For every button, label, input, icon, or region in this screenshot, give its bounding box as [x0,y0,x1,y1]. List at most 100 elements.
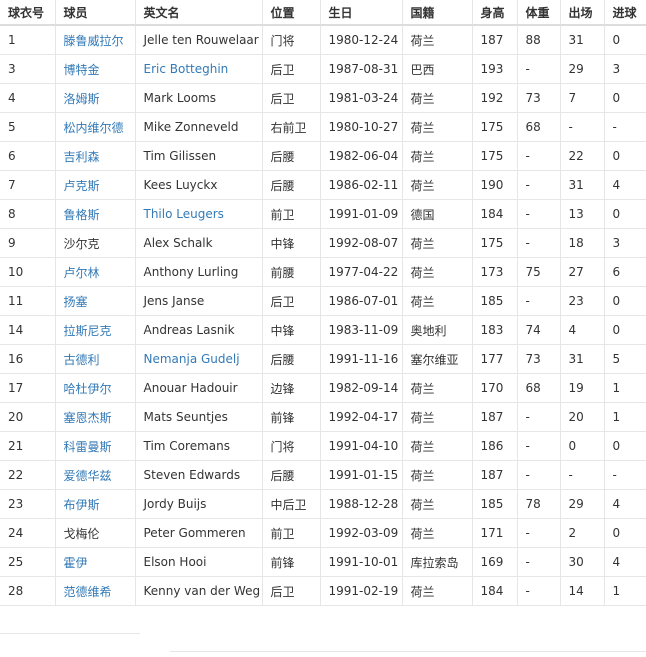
cell: 175 [472,112,518,142]
link[interactable]: 鲁格斯 [63,207,100,222]
cell-text: Andreas Lasnik [143,323,235,337]
link[interactable]: 布伊斯 [63,497,100,512]
cell-text: 175 [480,149,504,163]
header-cell: 体重 [517,0,561,26]
cell-text: 巴西 [410,62,435,77]
cell-text: 后腰 [270,468,295,483]
cell-text: 荷兰 [410,381,435,396]
table-row: 21 科雷曼斯 Tim Coremans 门将 1991-04-10 荷兰 186 - 0 0 [0,431,646,461]
cell: 荷兰 [402,170,473,200]
link[interactable]: 古德利 [63,352,100,367]
link[interactable]: 博特金 [63,62,100,77]
link[interactable]: 扬塞 [63,294,88,309]
cell: 75 [517,257,561,287]
cell-text: 1 [612,381,621,395]
link[interactable]: 卢克斯 [63,178,100,193]
cell-text: 前锋 [270,410,295,425]
cell-text: 1991-02-19 [328,584,399,598]
cell-text: 75 [525,265,541,279]
link[interactable]: 滕鲁威拉尔 [63,33,124,48]
cell-text: 荷兰 [410,468,435,483]
cell-text: 前腰 [270,265,295,280]
cell-text: 24 [8,526,24,540]
cell-text: 22 [568,149,584,163]
cell: 173 [472,257,518,287]
cell: 171 [472,518,518,548]
cell-text: 183 [480,323,504,337]
cell-text: 1992-04-17 [328,410,399,424]
table-row: 5 松内维尔德 Mike Zonneveld 右前卫 1980-10-27 荷兰 175 68… [0,112,646,142]
cell: 170 [472,373,518,403]
cell: 169 [472,547,518,577]
table-row: 4 洛姆斯 Mark Looms 后卫 1981-03-24 荷兰 192 73 7 0 [0,83,646,113]
cell-text: - [525,468,530,482]
link[interactable]: 霍伊 [63,555,88,570]
link[interactable]: 爱德华兹 [63,468,112,483]
cell-text: 3 [8,62,16,76]
cell-text: 9 [8,236,16,250]
header-cell: 出场 [560,0,605,26]
cell-text: 10 [8,265,24,279]
cell: Mike Zonneveld [135,112,263,142]
cell-text: 3 [612,62,621,76]
cell: 0 [604,518,646,548]
cell: 洛姆斯 [55,83,136,113]
link[interactable]: Eric Botteghin [143,62,229,76]
link[interactable]: Thilo Leugers [143,207,224,221]
cell-text: 2 [568,526,577,540]
cell: 190 [472,170,518,200]
cell: 1988-12-28 [320,489,403,519]
cell-text: 1991-01-15 [328,468,399,482]
cell-text: Kenny van der Weg [143,584,261,598]
cell: 0 [604,141,646,171]
table-row: 25 霍伊 Elson Hooi 前锋 1991-10-01 库拉索岛 169 - 30 4 [0,547,646,577]
cell-text: 184 [480,584,504,598]
cell-text: - [525,439,530,453]
cell-text: 186 [480,439,504,453]
cell: 31 [560,344,605,374]
cell: 荷兰 [402,228,473,258]
cell: 1991-04-10 [320,431,403,461]
cell: 塞恩杰斯 [55,402,136,432]
cell: 0 [604,315,646,345]
link[interactable]: 范德维希 [63,584,112,599]
cell: 荷兰 [402,576,473,606]
cell: 186 [472,431,518,461]
link[interactable]: 拉斯尼克 [63,323,112,338]
link[interactable]: 洛姆斯 [63,91,100,106]
cell-text: 后腰 [270,352,295,367]
cell: 175 [472,141,518,171]
cell: 3 [604,228,646,258]
cell: 18 [560,228,605,258]
link[interactable]: 卢尔林 [63,265,100,280]
cell-text: Jelle ten Rouwelaar [143,33,259,47]
cell: 门将 [262,431,321,461]
cell: Mark Looms [135,83,263,113]
link[interactable]: 松内维尔德 [63,120,124,135]
cell: 荷兰 [402,112,473,142]
link[interactable]: Nemanja Gudelj [143,352,240,366]
cell-text: Anthony Lurling [143,265,239,279]
table-row: 7 卢克斯 Kees Luyckx 后腰 1986-02-11 荷兰 190 - 31 4 [0,170,646,200]
table-row: 14 拉斯尼克 Andreas Lasnik 中锋 1983-11-09 奥地利 183 74… [0,315,646,345]
cell: 吉利森 [55,141,136,171]
cell-text: 78 [525,497,541,511]
cell: 22 [560,141,605,171]
link[interactable]: 哈杜伊尔 [63,381,112,396]
cell: 荷兰 [402,518,473,548]
cell: 192 [472,83,518,113]
cell: - [517,460,561,490]
cell-text: Jens Janse [143,294,205,308]
cell-text: 1991-01-09 [328,207,399,221]
cell-text: 4 [568,323,577,337]
link[interactable]: 吉利森 [63,149,100,164]
cell: 187 [472,24,518,55]
cell: 9 [0,228,56,258]
link[interactable]: 塞恩杰斯 [63,410,112,425]
roster-table: 球衣号 球员 英文名 位置 生日 国籍 身高 体重 出场 进球 1 滕鲁威拉尔 Jelle ten R… [0,0,646,606]
cell: 爱德华兹 [55,460,136,490]
cell: 27 [560,257,605,287]
link[interactable]: 科雷曼斯 [63,439,112,454]
cell: 185 [472,286,518,316]
cell-text: Kees Luyckx [143,178,218,192]
